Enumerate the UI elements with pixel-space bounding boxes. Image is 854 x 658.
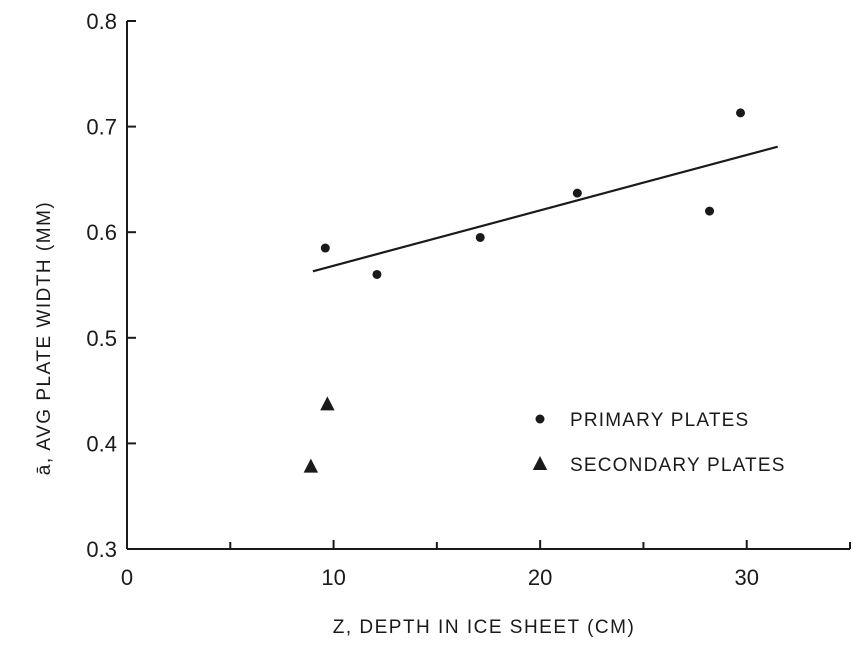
secondary-plate-point-1 (303, 458, 319, 473)
y-tick-label-4: 0.7 (86, 115, 117, 140)
fit-line (312, 145, 778, 273)
y-tick-label-5: 0.8 (86, 9, 117, 34)
primary-plate-point-4 (705, 206, 715, 216)
x-tick-label-2: 20 (528, 565, 552, 590)
primary-plate-point-2 (475, 232, 485, 242)
y-tick-label-1: 0.4 (86, 431, 117, 456)
axis-ticks: 0.3 0.4 0.5 0.6 0.7 0.8 0 10 20 30 (86, 9, 851, 590)
y-tick-label-3: 0.6 (86, 220, 117, 245)
x-tick-label-3: 30 (734, 565, 758, 590)
x-tick-label-0: 0 (121, 565, 133, 590)
legend-label-1: SECONDARY PLATES (570, 455, 786, 476)
axes (126, 21, 850, 550)
primary-plate-point-5 (736, 108, 746, 118)
y-tick-label-0: 0.3 (86, 537, 117, 562)
legend: PRIMARY PLATES SECONDARY PLATES (532, 410, 786, 476)
data-points (303, 108, 746, 473)
y-axis-title: ā, AVG PLATE WIDTH (MM) (34, 201, 55, 475)
legend-label-0: PRIMARY PLATES (570, 410, 749, 431)
primary-plate-point-3 (572, 188, 582, 198)
legend-secondary-marker (532, 456, 548, 470)
secondary-plate-point-0 (320, 396, 335, 411)
primary-plate-point-0 (320, 243, 330, 253)
x-axis-title: Z, DEPTH IN ICE SHEET (CM) (333, 617, 636, 638)
primary-plate-point-1 (372, 269, 382, 279)
x-tick-label-1: 10 (321, 565, 345, 590)
fit-line-group (312, 145, 778, 273)
y-tick-label-2: 0.5 (86, 326, 117, 351)
legend-primary-marker (535, 414, 545, 424)
